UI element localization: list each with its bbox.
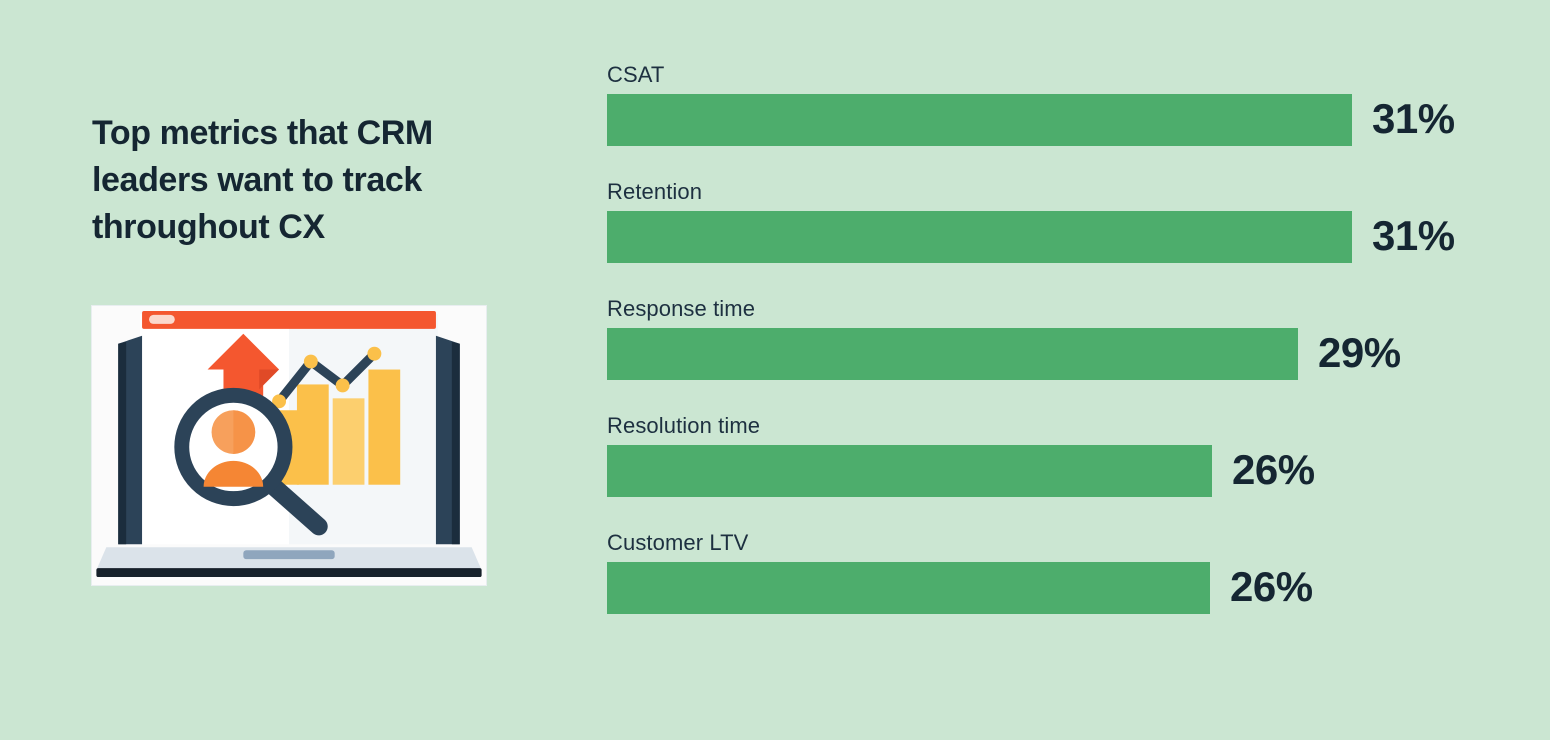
bar-fill-response-time — [607, 328, 1298, 380]
laptop-analytics-illustration — [91, 305, 487, 586]
trend-marker-3 — [335, 378, 350, 393]
bar-row: Resolution time 26% — [607, 413, 1487, 530]
bar-track: 29% — [607, 328, 1487, 380]
bar-value-response-time: 29% — [1318, 329, 1401, 377]
page-title: Top metrics that CRM leaders want to tra… — [92, 114, 433, 246]
trend-marker-1 — [272, 394, 287, 409]
illustration-svg — [92, 306, 486, 585]
laptop-bezel-right-shadow — [451, 341, 460, 545]
magnifier-handle — [258, 471, 328, 536]
person-head-shade — [233, 410, 256, 454]
illustration-bar-2 — [296, 384, 329, 485]
trend-marker-2 — [303, 354, 318, 369]
bar-row: Customer LTV 26% — [607, 530, 1487, 647]
bar-fill-csat — [607, 94, 1352, 146]
browser-bar — [142, 310, 436, 329]
bar-label-customer-ltv: Customer LTV — [607, 530, 749, 555]
bar-row: CSAT 31% — [607, 62, 1487, 179]
bar-label-csat: CSAT — [607, 62, 665, 87]
bar-track: 26% — [607, 445, 1487, 497]
up-arrow-shade — [259, 369, 280, 390]
laptop-bezel-left-shadow — [118, 341, 127, 545]
bar-track: 31% — [607, 211, 1487, 263]
bar-label-retention: Retention — [607, 179, 703, 204]
headline-block: Top metrics that CRM leaders want to tra… — [92, 110, 492, 251]
bar-label-response-time: Response time — [607, 296, 756, 321]
bar-label-resolution-time: Resolution time — [607, 413, 761, 438]
bar-value-customer-ltv: 26% — [1230, 563, 1313, 611]
bar-track: 31% — [607, 94, 1487, 146]
trend-line — [274, 349, 379, 406]
bar-row: Retention 31% — [607, 179, 1487, 296]
bar-fill-customer-ltv — [607, 562, 1210, 614]
bar-value-resolution-time: 26% — [1232, 446, 1315, 494]
bar-track: 26% — [607, 562, 1487, 614]
browser-tab-pill — [149, 314, 175, 324]
bar-value-csat: 31% — [1372, 95, 1455, 143]
illustration-bar-4 — [368, 369, 401, 485]
laptop-trackpad — [243, 550, 335, 560]
bar-row: Response time 29% — [607, 296, 1487, 413]
illustration-bar-3 — [332, 398, 365, 485]
laptop-front-edge — [96, 568, 482, 578]
trend-marker-4 — [367, 346, 382, 361]
bar-chart: CSAT 31% Retention 31% Response time 29%… — [607, 62, 1487, 647]
person-body-icon — [203, 460, 264, 487]
bar-fill-resolution-time — [607, 445, 1212, 497]
bar-value-retention: 31% — [1372, 212, 1455, 260]
bar-fill-retention — [607, 211, 1352, 263]
